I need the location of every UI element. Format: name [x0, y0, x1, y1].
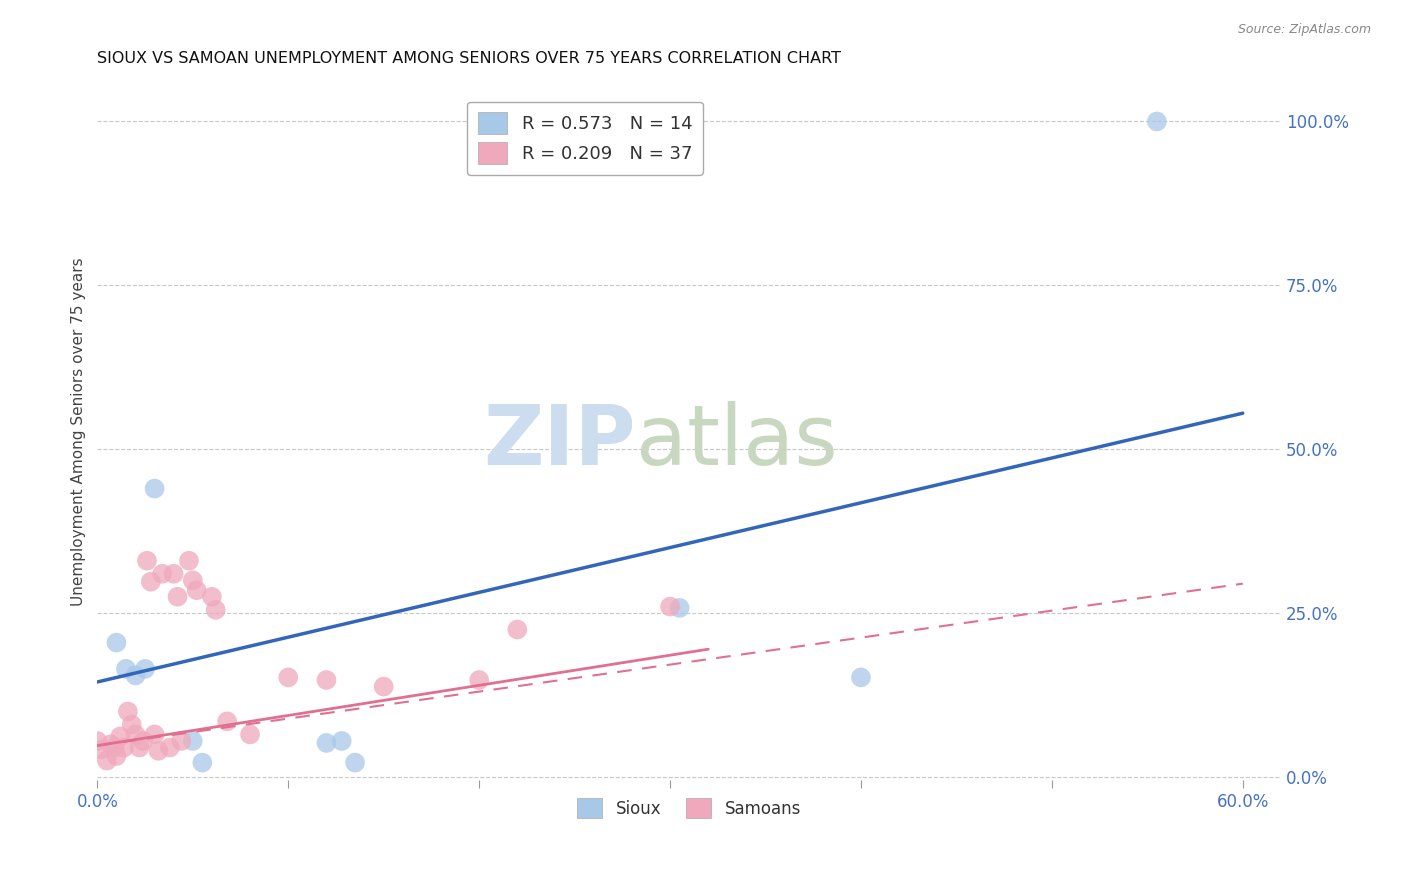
Point [177, 554, 200, 568]
Point [159, 740, 181, 755]
Point [115, 662, 138, 676]
Point [166, 590, 188, 604]
Point [134, 662, 156, 676]
Point [90, 742, 112, 756]
Point [110, 730, 132, 744]
Text: Source: ZipAtlas.com: Source: ZipAtlas.com [1237, 23, 1371, 37]
Legend: Sioux, Samoans: Sioux, Samoans [571, 792, 807, 824]
Point [181, 574, 204, 588]
Point [186, 583, 208, 598]
Point [105, 635, 128, 649]
Text: ZIP: ZIP [484, 401, 636, 483]
Point [330, 734, 353, 748]
Point [506, 623, 529, 637]
Text: SIOUX VS SAMOAN UNEMPLOYMENT AMONG SENIORS OVER 75 YEARS CORRELATION CHART: SIOUX VS SAMOAN UNEMPLOYMENT AMONG SENIO… [97, 51, 841, 66]
Point [139, 574, 162, 589]
Point [143, 727, 166, 741]
Point [117, 705, 139, 719]
Point [191, 756, 214, 770]
Point [468, 673, 491, 687]
Point [181, 734, 204, 748]
Point [204, 603, 226, 617]
Point [201, 590, 224, 604]
Point [143, 482, 166, 496]
Point [373, 680, 395, 694]
Point [86, 734, 108, 748]
Point [96, 754, 118, 768]
Point [849, 670, 872, 684]
Point [132, 734, 155, 748]
Point [103, 740, 125, 755]
Point [148, 744, 170, 758]
Point [239, 727, 262, 741]
Point [277, 670, 299, 684]
Point [100, 737, 122, 751]
Text: atlas: atlas [636, 401, 838, 483]
Point [344, 756, 367, 770]
Point [1146, 114, 1168, 128]
Point [105, 749, 128, 764]
Point [136, 554, 159, 568]
Point [128, 740, 150, 755]
Point [217, 714, 239, 729]
Point [121, 717, 143, 731]
Point [163, 566, 186, 581]
Point [659, 599, 682, 614]
Point [668, 600, 690, 615]
Point [170, 734, 193, 748]
Point [124, 727, 146, 741]
Point [315, 673, 337, 687]
Point [315, 736, 337, 750]
Point [150, 566, 173, 581]
Y-axis label: Unemployment Among Seniors over 75 years: Unemployment Among Seniors over 75 years [72, 257, 86, 606]
Point [112, 740, 135, 755]
Point [124, 668, 146, 682]
